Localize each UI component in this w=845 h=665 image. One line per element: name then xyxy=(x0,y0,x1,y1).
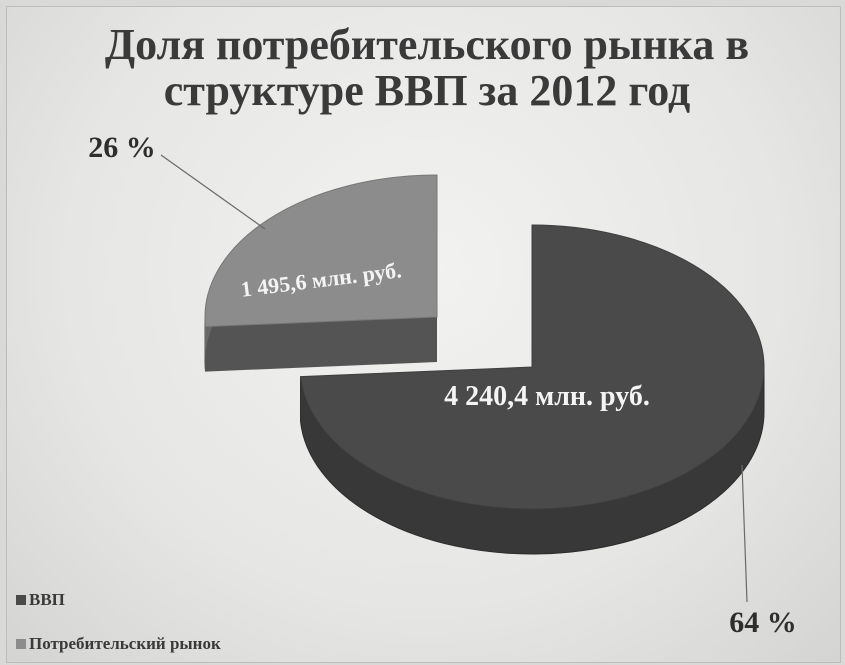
leader-line-0 xyxy=(741,464,748,603)
slice-top-1 xyxy=(204,174,438,328)
percent-label-0: 64 % xyxy=(729,606,797,639)
slice-wall-1-0 xyxy=(205,317,437,372)
chart-frame: Доля потребительского рынка в структуре … xyxy=(6,6,841,663)
legend-label-0: ВВП xyxy=(29,590,65,609)
legend: ВВП Потребительский рынок xyxy=(16,590,221,653)
pie-slices xyxy=(204,174,765,555)
slice-top-0 xyxy=(299,224,765,510)
legend-label-1: Потребительский рынок xyxy=(29,634,221,653)
chart-title-line-2: структуре ВВП за 2012 год xyxy=(164,66,690,115)
pie-chart: Доля потребительского рынка в структуре … xyxy=(16,20,797,653)
chart-title-line-1: Доля потребительского рынка в xyxy=(105,20,749,69)
percent-label-1: 26 % xyxy=(88,131,156,164)
legend-swatch-0 xyxy=(16,595,26,605)
pie-slice-gdp xyxy=(299,224,765,555)
legend-swatch-1 xyxy=(16,639,26,649)
leader-line-1 xyxy=(160,154,266,230)
pie-slice-consumer-market xyxy=(204,174,438,372)
value-label-0: 4 240,4 млн. руб. xyxy=(444,381,650,412)
